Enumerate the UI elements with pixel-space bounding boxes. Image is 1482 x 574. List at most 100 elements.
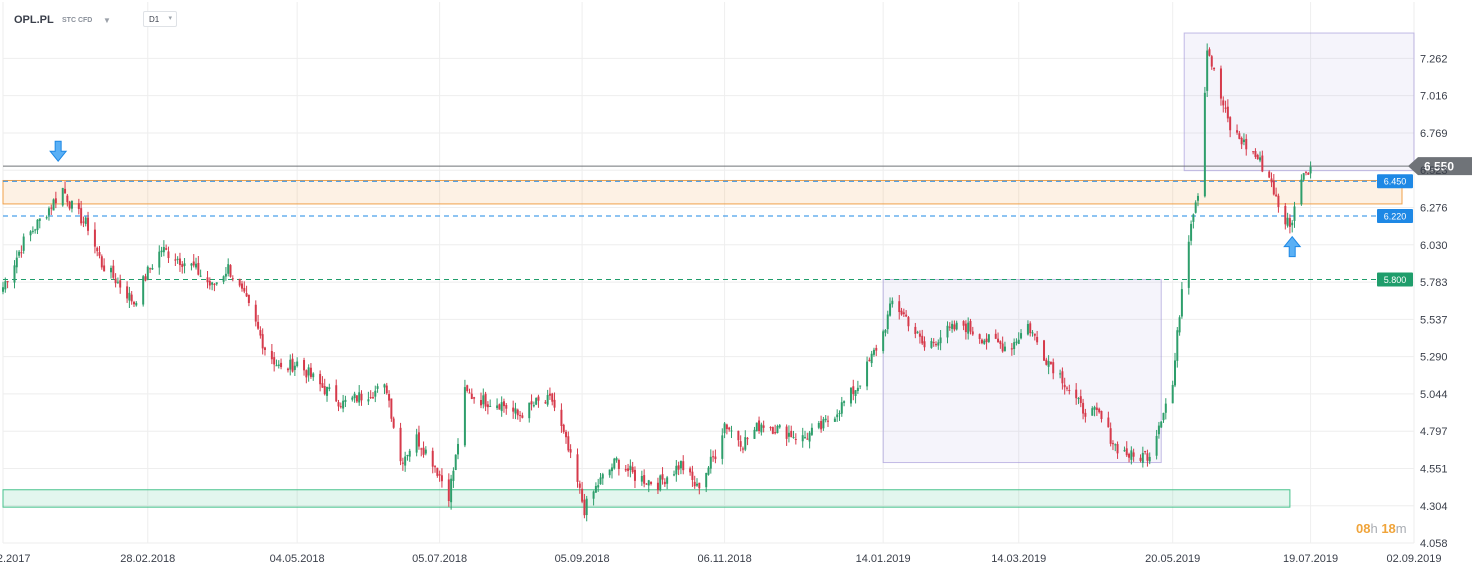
candle-body — [677, 465, 680, 470]
candle-body — [227, 264, 230, 274]
symbol-label[interactable]: OPL.PL — [14, 14, 54, 26]
candle-body — [737, 430, 740, 441]
candle-body — [983, 340, 986, 344]
candle-body — [388, 394, 391, 401]
candle-body — [114, 278, 117, 284]
timeframe-value: D1 — [149, 15, 160, 24]
candle-body — [1001, 343, 1004, 352]
level-label: 5.800 — [1384, 275, 1407, 285]
candle-body — [1052, 362, 1055, 374]
candle-body — [969, 320, 972, 332]
candle-body — [195, 263, 198, 268]
candle-body — [914, 326, 917, 334]
candle-body — [1144, 451, 1147, 453]
candle-body — [535, 398, 538, 405]
candle-body — [110, 267, 113, 273]
x-tick-label: 05.09.2018 — [555, 553, 610, 565]
candle-body — [15, 257, 18, 268]
candle-body — [1293, 206, 1296, 221]
candle-body — [817, 422, 820, 428]
candle-body — [61, 187, 64, 206]
x-tick-label: 04.05.2018 — [270, 553, 325, 565]
candle-body — [843, 401, 846, 403]
candle-body — [162, 247, 165, 253]
caret-down-icon: ▾ — [168, 15, 172, 22]
candle-body — [1047, 361, 1050, 367]
candle-body — [1196, 195, 1199, 201]
candle-body — [470, 393, 473, 399]
candle-body — [197, 262, 200, 275]
candle-body — [1013, 342, 1016, 350]
candle-body — [335, 385, 338, 402]
candle-body — [213, 284, 216, 286]
candle-body — [270, 351, 273, 360]
candle-body — [902, 312, 905, 315]
candle-body — [1245, 138, 1248, 150]
candle-body — [659, 475, 662, 491]
candle-body — [1288, 218, 1291, 227]
candle-body — [1091, 408, 1094, 416]
candle-body — [1026, 323, 1029, 335]
candle-body — [916, 331, 919, 333]
candle-body — [22, 236, 25, 251]
candle-body — [181, 264, 184, 267]
candle-body — [999, 341, 1002, 345]
candle-body — [562, 424, 565, 432]
candle-body — [769, 427, 772, 429]
instrument-type-label: STC CFD — [62, 17, 93, 24]
y-tick-label: 6.276 — [1420, 203, 1448, 215]
candle-body — [884, 329, 887, 333]
timeframe-select[interactable]: D1 ▾ — [143, 11, 177, 27]
candle-body — [693, 481, 696, 487]
candle-body — [512, 407, 515, 412]
candle-body — [259, 330, 262, 336]
candle-body — [1075, 389, 1078, 399]
x-tick-label: 19.07.2019 — [1283, 553, 1338, 565]
candle-body — [1240, 137, 1243, 145]
candle-body — [70, 200, 73, 209]
candle-body — [390, 398, 393, 419]
candle-body — [889, 303, 892, 316]
y-tick-label: 6.030 — [1420, 240, 1448, 252]
candle-body — [560, 409, 563, 427]
candle-body — [907, 317, 910, 327]
candle-body — [948, 326, 951, 328]
candle-body — [208, 280, 211, 286]
y-tick-label: 4.304 — [1420, 501, 1448, 513]
candle-body — [80, 208, 83, 224]
candle-body — [1015, 341, 1018, 343]
candle-body — [951, 323, 954, 329]
candle-body — [337, 402, 340, 407]
candle-body — [1148, 456, 1151, 462]
candle-body — [964, 323, 967, 333]
candle-body — [229, 265, 232, 277]
candle-body — [142, 276, 145, 305]
candle-body — [955, 322, 958, 330]
candle-body — [392, 418, 395, 428]
candle-body — [886, 314, 889, 330]
candle-body — [1309, 166, 1312, 174]
candle-body — [303, 360, 306, 371]
candle-body — [790, 430, 793, 438]
candle-body — [146, 266, 149, 280]
candle-body — [1242, 139, 1245, 143]
candle-body — [222, 276, 225, 282]
candle-body — [760, 424, 763, 433]
candle-body — [1010, 348, 1013, 350]
current-price-label: 6.550 — [1424, 160, 1454, 174]
candle-body — [656, 482, 659, 491]
candle-body — [457, 443, 460, 455]
candle-body — [1187, 241, 1190, 288]
caret-down-icon[interactable]: ▼ — [103, 16, 111, 25]
candle-body — [1130, 450, 1133, 460]
candle-body — [1160, 421, 1163, 428]
candle-body — [746, 438, 749, 440]
candle-body — [532, 405, 535, 407]
candle-body — [502, 401, 505, 407]
candle-body — [615, 458, 618, 461]
candle-body — [1190, 223, 1193, 241]
candle-body — [342, 400, 345, 409]
candle-body — [1029, 323, 1032, 334]
candle-body — [339, 406, 342, 408]
